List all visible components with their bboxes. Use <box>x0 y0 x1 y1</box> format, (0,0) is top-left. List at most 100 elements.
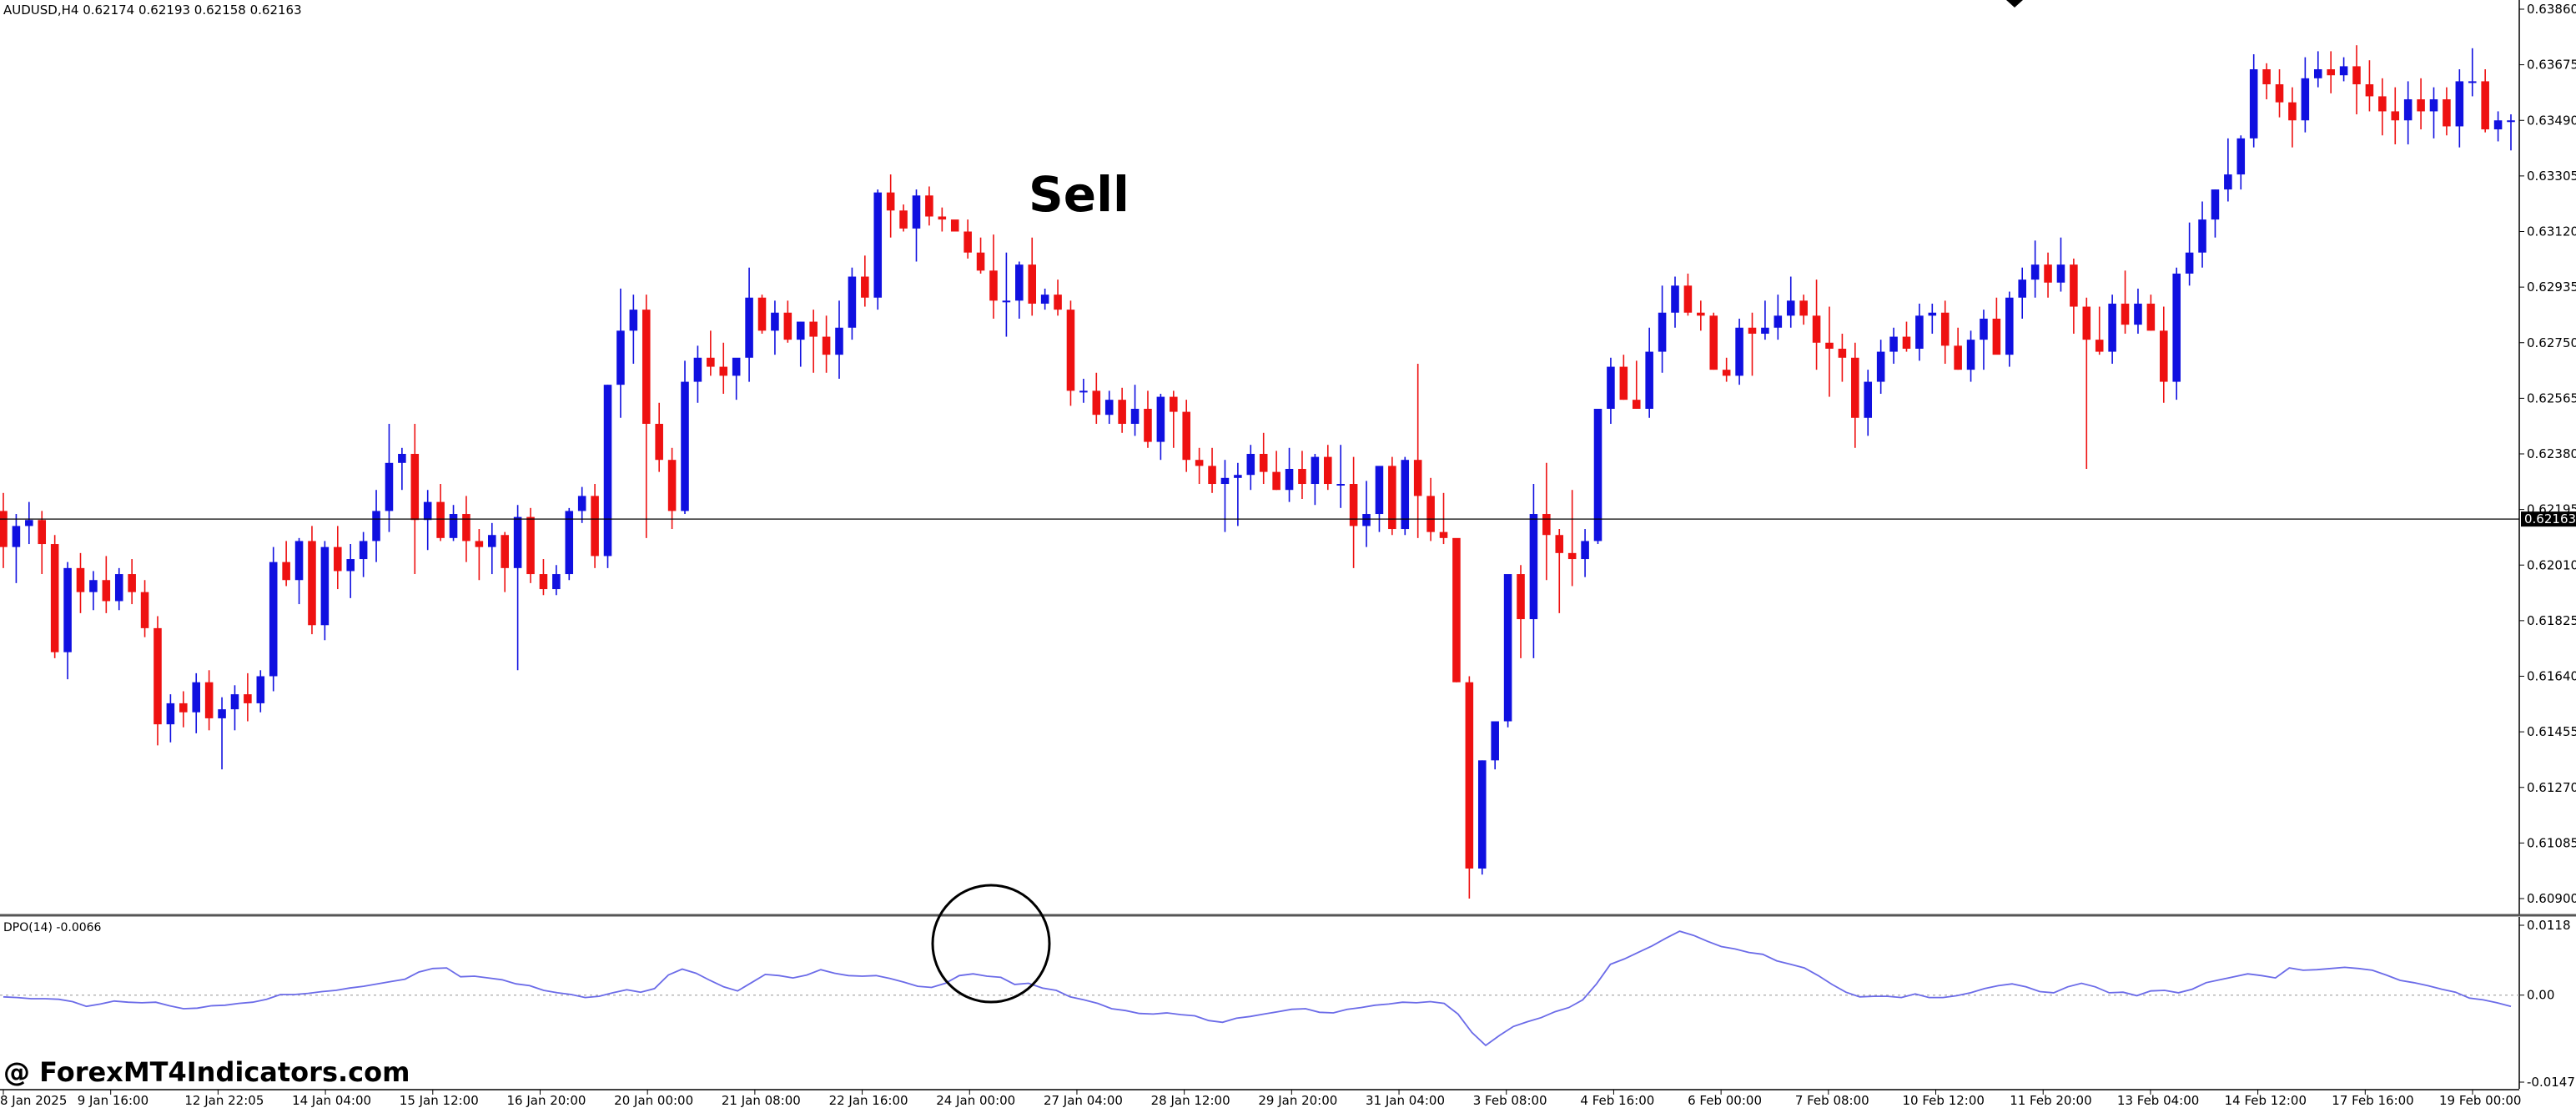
candle <box>1272 451 1280 491</box>
candle <box>1375 466 1384 532</box>
price-tick-label: 0.61825 <box>2527 613 2576 628</box>
candle-body <box>1697 312 1705 316</box>
candle-body <box>282 562 290 581</box>
candle-body <box>269 562 278 677</box>
candle <box>2365 60 2374 112</box>
candle-body <box>1992 318 2001 355</box>
candle <box>475 529 484 581</box>
candle-body <box>1671 285 1679 313</box>
time-tick-label: 27 Jan 04:00 <box>1044 1093 1123 1108</box>
candle <box>976 237 985 274</box>
candle-body <box>2146 303 2156 331</box>
price-tick-label: 0.62010 <box>2527 557 2576 572</box>
candle <box>2481 69 2489 133</box>
candle-body <box>732 357 741 376</box>
candle-body <box>591 496 599 557</box>
indicator-panel[interactable]: 0.0118 0.00 -0.0147 DPO(14) -0.0066 @ Fore… <box>0 884 2575 1090</box>
candle-body <box>861 276 869 298</box>
candle-body <box>2288 102 2297 121</box>
candle <box>667 447 677 530</box>
candle <box>2030 240 2040 298</box>
candle <box>1092 372 1101 424</box>
candle-body <box>308 541 316 626</box>
candle <box>320 541 330 641</box>
candle-body <box>2198 219 2206 253</box>
candle-body <box>719 366 728 376</box>
candle-body <box>822 336 831 355</box>
candle-body <box>912 195 921 229</box>
candle-body <box>1426 496 1435 532</box>
candle-body <box>204 682 214 718</box>
candle <box>2044 252 2052 298</box>
candle-body <box>2443 99 2451 127</box>
candle-body <box>2313 69 2322 78</box>
candle <box>2082 297 2091 470</box>
candle-body <box>1915 315 1924 349</box>
candle <box>1838 333 1847 382</box>
candle-body <box>976 252 985 271</box>
candle-body <box>526 516 535 575</box>
candle <box>1130 385 1140 436</box>
candle <box>1066 300 1075 406</box>
candle-body <box>771 312 779 331</box>
candle <box>218 697 226 770</box>
candle-body <box>320 546 330 626</box>
time-tick-label: 14 Feb 12:00 <box>2225 1093 2307 1108</box>
candle <box>1156 393 1165 461</box>
candle-body <box>1722 370 1731 376</box>
candle-body <box>1954 345 1962 370</box>
candle <box>2224 138 2232 202</box>
candle <box>835 300 843 379</box>
candle-body <box>2044 264 2052 283</box>
candle-body <box>2236 138 2246 175</box>
candle-body <box>1940 312 1950 346</box>
candle <box>745 267 753 382</box>
candle-body <box>616 330 625 385</box>
candle <box>1799 295 1808 325</box>
candle-body <box>1375 466 1384 515</box>
time-tick-label: 14 Jan 04:00 <box>292 1093 371 1108</box>
candle-body <box>2378 96 2387 112</box>
candle-body <box>989 270 998 301</box>
candle <box>1825 306 1834 397</box>
candle-body <box>436 501 445 538</box>
candle <box>1683 273 1693 316</box>
candle <box>2468 48 2477 97</box>
candle-body <box>218 709 226 718</box>
price-tick-label: 0.63490 <box>2527 113 2576 128</box>
candle <box>938 207 947 232</box>
price-tick-label: 0.62935 <box>2527 280 2576 295</box>
candle-body <box>603 385 612 557</box>
candle-body <box>102 580 111 602</box>
candle <box>1812 280 1821 370</box>
candle <box>1002 252 1011 337</box>
candle <box>140 580 149 637</box>
candle-body <box>757 297 767 331</box>
candle-body <box>809 321 818 337</box>
price-tick-label: 0.61085 <box>2527 835 2576 850</box>
candle-body <box>2070 264 2078 307</box>
candle-body <box>2301 78 2310 121</box>
price-panel[interactable]: 0.63860 0.63675 0.63490 0.63305 0.63120 0.629… <box>0 0 2576 915</box>
candle-body <box>230 694 239 710</box>
time-tick-label: 3 Feb 08:00 <box>1473 1093 1547 1108</box>
candle-body <box>2005 297 2014 355</box>
candle-body <box>1658 312 1667 352</box>
candle-body <box>2429 99 2438 112</box>
candle <box>1735 318 1743 385</box>
candle <box>1040 288 1049 310</box>
time-tick-label: 19 Feb 00:00 <box>2439 1093 2521 1108</box>
candle-body <box>423 501 432 521</box>
candle <box>925 186 933 226</box>
candle-body <box>1349 484 1358 526</box>
candle-body <box>641 310 651 424</box>
candle-body <box>2275 84 2284 103</box>
price-tick-label: 0.60900 <box>2527 891 2576 906</box>
candle <box>385 423 394 532</box>
candle-body <box>1298 469 1306 485</box>
candle <box>1542 462 1551 581</box>
candle <box>128 559 136 605</box>
candle-body <box>1259 454 1268 472</box>
